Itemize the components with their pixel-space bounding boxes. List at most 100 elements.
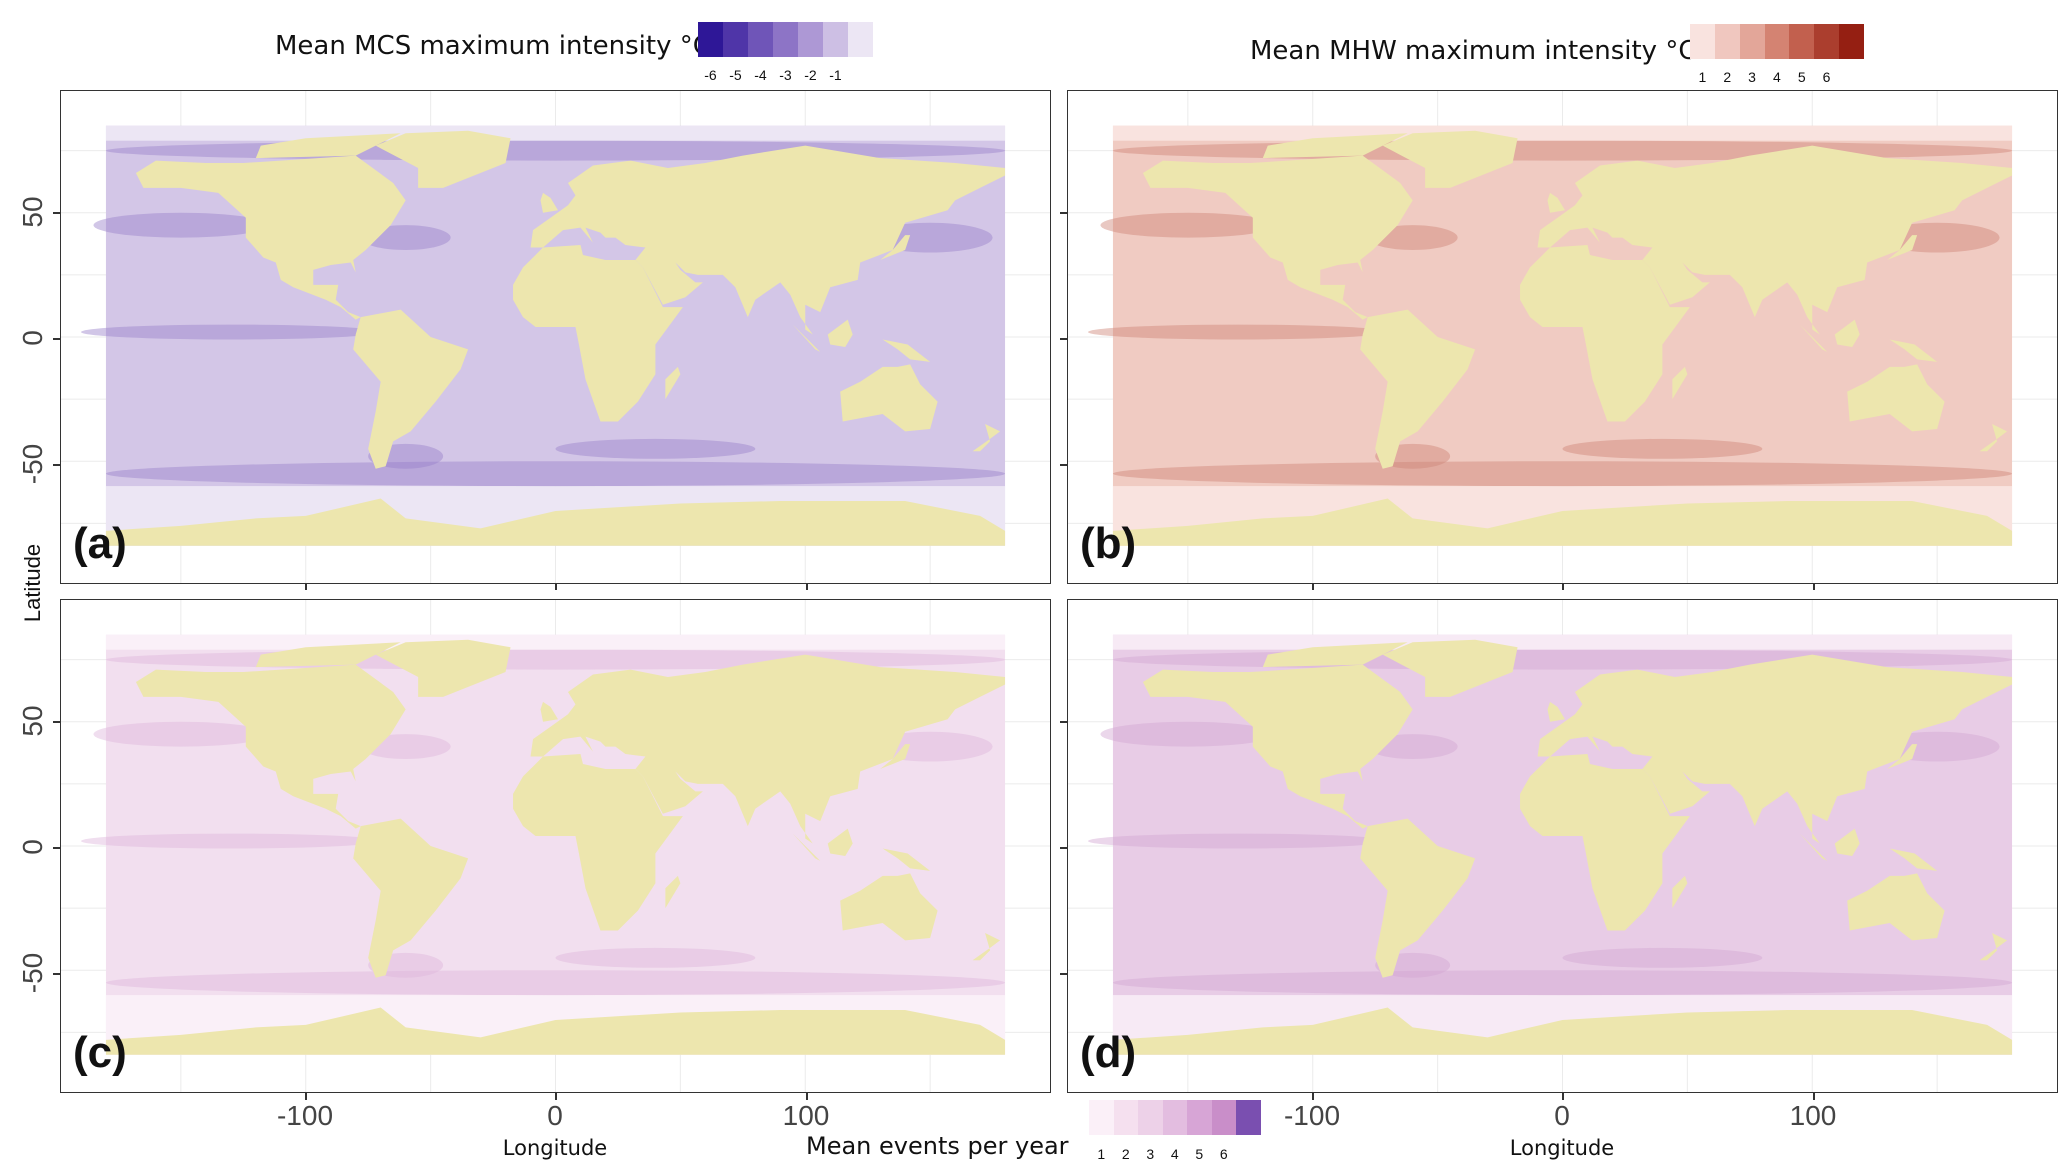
tick-mark: [1312, 583, 1314, 590]
legend-label: -1: [829, 67, 842, 83]
land-greenland: [1382, 639, 1518, 697]
panel-a-mcs-intensity-map: (a): [60, 90, 1051, 584]
intensity-band: [1562, 947, 1763, 968]
land-sumatra: [1799, 833, 1828, 861]
land-new-zealand: [972, 932, 1001, 961]
legend-swatch: [1764, 24, 1790, 59]
legend-swatch: [848, 22, 873, 57]
polar-band: [1112, 125, 2013, 141]
tick-mark: [1060, 847, 1067, 849]
intensity-band: [80, 833, 381, 849]
y-tick-label: 50: [17, 196, 48, 228]
y-axis-label: Latitude: [20, 543, 45, 623]
intensity-band: [105, 970, 1006, 996]
land-greenland: [375, 639, 511, 697]
land-antarctica: [1112, 498, 2013, 546]
tick-mark: [53, 721, 60, 723]
x-tick-label: 0: [547, 1100, 563, 1131]
intensity-band: [93, 212, 269, 238]
intensity-band: [1087, 833, 1388, 849]
tick-mark: [1060, 212, 1067, 214]
legend-swatch: [1113, 1100, 1139, 1135]
legend-swatch: [1187, 1100, 1212, 1135]
land-sumatra: [792, 324, 821, 352]
intensity-band: [555, 438, 756, 459]
land-north-america: [1142, 664, 1413, 829]
land-south-america: [353, 818, 469, 978]
polar-band: [1112, 634, 2013, 650]
intensity-band: [1087, 324, 1388, 340]
land-uk: [1547, 701, 1565, 722]
tick-mark: [806, 583, 808, 590]
tick-mark: [1060, 721, 1067, 723]
land-new-guinea: [1889, 848, 1938, 871]
land-antarctica: [105, 498, 1006, 546]
legend-swatch: [1211, 1100, 1237, 1135]
land-africa: [1520, 754, 1690, 931]
tick-mark: [1060, 338, 1067, 340]
land-north-america: [135, 155, 406, 320]
y-tick-label: -50: [17, 952, 48, 994]
x-tick-label: 100: [782, 1100, 830, 1131]
mcs-legend-title: Mean MCS maximum intensity °C: [275, 31, 711, 61]
x-tick-label: 100: [1789, 1100, 1837, 1131]
x-axis-label: Longitude: [1509, 1136, 1615, 1160]
panel-d-mhw-events-map: (d): [1067, 599, 2058, 1093]
legend-swatch: [798, 22, 823, 57]
land-new-zealand: [1979, 932, 2008, 961]
map-svg: [1068, 600, 2057, 1092]
tick-mark: [555, 1093, 557, 1100]
land-antarctica: [1112, 1007, 2013, 1055]
legend-swatch: [748, 22, 773, 57]
panel-tag: (d): [1080, 1028, 1137, 1077]
legend-label: 4: [1773, 69, 1781, 85]
tick-mark: [555, 583, 557, 590]
x-tick-label: -100: [276, 1100, 334, 1131]
events-legend-title: Mean events per year: [806, 1132, 1069, 1160]
tick-mark: [53, 973, 60, 975]
land-borneo: [1834, 319, 1860, 347]
tick-mark: [305, 583, 307, 590]
legend-swatch: [723, 22, 748, 57]
land-africa: [513, 754, 683, 931]
land-greenland: [1382, 130, 1518, 188]
legend-label: 2: [1121, 1146, 1130, 1162]
land-eurasia: [530, 654, 1006, 844]
legend-label: 5: [1797, 69, 1806, 85]
land-uk: [540, 701, 558, 722]
land-eurasia: [530, 145, 1006, 335]
land-australia: [840, 364, 938, 432]
land-arctic-islands: [255, 642, 401, 668]
legend-swatch: [1236, 1100, 1262, 1135]
y-tick-label: 0: [17, 330, 48, 346]
land-australia: [840, 873, 938, 941]
intensity-band: [93, 721, 269, 747]
legend-label: 1: [1698, 69, 1707, 85]
land-new-zealand: [972, 423, 1001, 452]
land-sumatra: [792, 833, 821, 861]
land-north-america: [135, 664, 406, 829]
tick-mark: [806, 1093, 808, 1100]
map-svg: [61, 91, 1050, 583]
land-north-america: [1142, 155, 1413, 320]
map-svg: [1068, 91, 2057, 583]
legend-swatch: [1814, 24, 1840, 59]
legend-label: 6: [1219, 1146, 1228, 1162]
tick-mark: [1312, 1093, 1314, 1100]
land-madagascar: [1672, 366, 1688, 400]
land-antarctica: [105, 1007, 1006, 1055]
events-legend-colorbar: [1089, 1100, 1262, 1135]
land-japan: [880, 744, 911, 769]
land-borneo: [1834, 828, 1860, 856]
legend-swatch: [1789, 24, 1815, 59]
land-uk: [1547, 192, 1565, 213]
y-tick-label: 0: [17, 839, 48, 855]
panel-tag: (c): [73, 1028, 127, 1077]
land-japan: [880, 235, 911, 260]
intensity-band: [1562, 438, 1763, 459]
land-uk: [540, 192, 558, 213]
x-tick-label: 0: [1554, 1100, 1570, 1131]
legend-label: 6: [1822, 69, 1831, 85]
